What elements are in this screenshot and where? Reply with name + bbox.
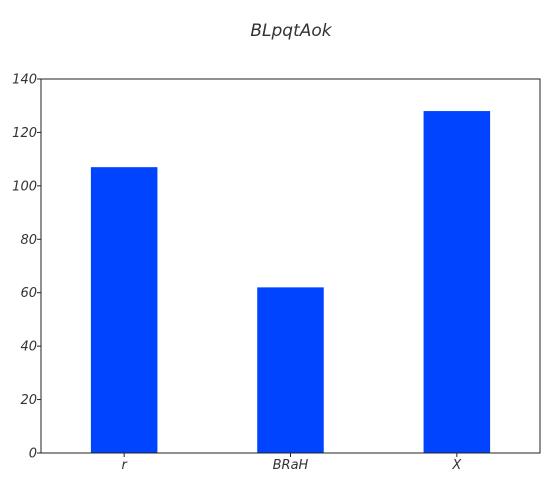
bars-layer [90,111,491,453]
y-tick-label: 20 [20,393,37,408]
y-tick-label: 40 [20,340,37,355]
x-axis: r BRaH X [121,453,462,473]
x-tick-label: X [451,458,462,473]
y-axis: 0 20 40 60 80 100 120 140 [12,73,41,462]
y-tick-label: 60 [20,286,37,301]
bar-X [423,111,491,453]
y-tick-label: 120 [12,126,37,141]
x-tick-label: BRaH [273,458,309,473]
y-tick-label: 140 [12,73,37,88]
bar-r [90,167,158,453]
x-tick-label: r [121,458,128,473]
y-tick-label: 0 [29,447,37,462]
plot-frame [40,78,541,454]
y-tick-label: 100 [12,179,37,194]
y-tick-label: 80 [20,233,37,248]
bar-BRaH [257,287,324,453]
chart-title: BLpqtAok [250,21,332,41]
